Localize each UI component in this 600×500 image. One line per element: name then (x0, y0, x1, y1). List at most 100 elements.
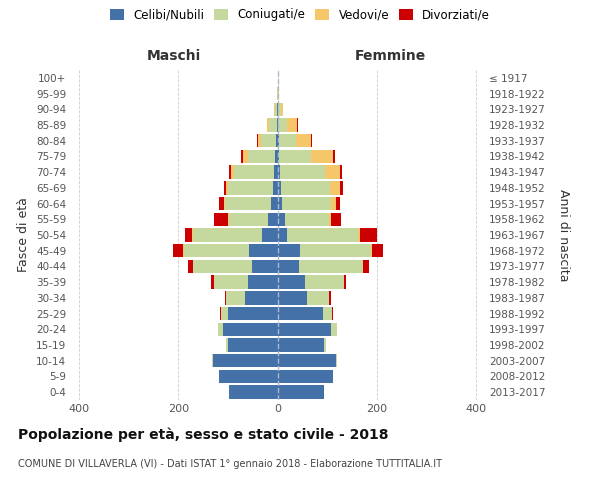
Bar (331, 322, 337, 336)
Bar (274, 102, 275, 116)
Bar (311, 134, 312, 147)
Bar (277, 87, 278, 100)
Bar (183, 244, 184, 258)
Bar (277, 276, 305, 289)
Bar (188, 260, 193, 273)
Bar (274, 166, 277, 179)
Bar (277, 370, 333, 383)
Bar (251, 260, 277, 273)
Bar (272, 181, 277, 194)
Bar (277, 118, 278, 132)
Bar (278, 102, 281, 116)
Bar (281, 181, 330, 194)
Bar (228, 307, 277, 320)
Bar (331, 212, 341, 226)
Bar (213, 354, 277, 368)
Bar (323, 338, 326, 351)
Bar (277, 134, 279, 147)
Bar (276, 134, 277, 147)
Bar (277, 291, 307, 304)
Bar (229, 386, 277, 399)
Bar (307, 291, 329, 304)
Bar (277, 181, 281, 194)
Bar (277, 197, 283, 210)
Bar (226, 181, 228, 194)
Bar (305, 276, 344, 289)
Bar (279, 134, 296, 147)
Bar (241, 150, 243, 163)
Bar (329, 291, 331, 304)
Bar (218, 322, 223, 336)
Bar (224, 197, 225, 210)
Bar (262, 228, 277, 241)
Bar (275, 150, 277, 163)
Bar (211, 276, 214, 289)
Bar (220, 197, 224, 210)
Bar (340, 166, 342, 179)
Bar (277, 212, 285, 226)
Bar (268, 212, 277, 226)
Y-axis label: Fasce di età: Fasce di età (17, 198, 31, 272)
Bar (225, 197, 271, 210)
Bar (372, 244, 383, 258)
Bar (275, 102, 277, 116)
Bar (232, 166, 234, 179)
Text: Femmine: Femmine (355, 48, 425, 62)
Bar (283, 197, 331, 210)
Bar (192, 228, 193, 241)
Bar (277, 386, 323, 399)
Bar (234, 166, 274, 179)
Bar (287, 228, 358, 241)
Bar (225, 291, 226, 304)
Bar (219, 370, 277, 383)
Bar (336, 197, 340, 210)
Bar (344, 276, 346, 289)
Bar (277, 166, 280, 179)
Bar (224, 181, 226, 194)
Bar (220, 307, 221, 320)
Bar (271, 197, 277, 210)
Bar (193, 260, 251, 273)
Bar (281, 102, 283, 116)
Bar (277, 354, 336, 368)
Bar (330, 181, 340, 194)
Bar (278, 118, 287, 132)
Bar (325, 166, 340, 179)
Bar (333, 150, 335, 163)
Bar (193, 228, 262, 241)
Bar (248, 276, 277, 289)
Bar (173, 244, 183, 258)
Bar (269, 118, 277, 132)
Bar (300, 244, 371, 258)
Bar (229, 166, 232, 179)
Bar (245, 291, 277, 304)
Bar (360, 228, 377, 241)
Bar (277, 260, 299, 273)
Bar (323, 307, 332, 320)
Bar (280, 150, 311, 163)
Bar (223, 322, 277, 336)
Bar (277, 228, 287, 241)
Text: Maschi: Maschi (147, 48, 201, 62)
Bar (311, 150, 333, 163)
Bar (364, 260, 370, 273)
Bar (277, 244, 300, 258)
Bar (277, 150, 280, 163)
Bar (329, 212, 331, 226)
Bar (267, 118, 269, 132)
Bar (228, 338, 277, 351)
Bar (212, 354, 213, 368)
Bar (277, 307, 323, 320)
Bar (258, 134, 261, 147)
Bar (226, 338, 228, 351)
Text: Popolazione per età, sesso e stato civile - 2018: Popolazione per età, sesso e stato civil… (18, 428, 389, 442)
Text: COMUNE DI VILLAVERLA (VI) - Dati ISTAT 1° gennaio 2018 - Elaborazione TUTTITALIA: COMUNE DI VILLAVERLA (VI) - Dati ISTAT 1… (18, 459, 442, 469)
Bar (229, 212, 268, 226)
Bar (277, 338, 323, 351)
Bar (257, 134, 258, 147)
Bar (228, 212, 229, 226)
Bar (261, 134, 276, 147)
Bar (371, 244, 372, 258)
Bar (226, 291, 245, 304)
Bar (358, 228, 360, 241)
